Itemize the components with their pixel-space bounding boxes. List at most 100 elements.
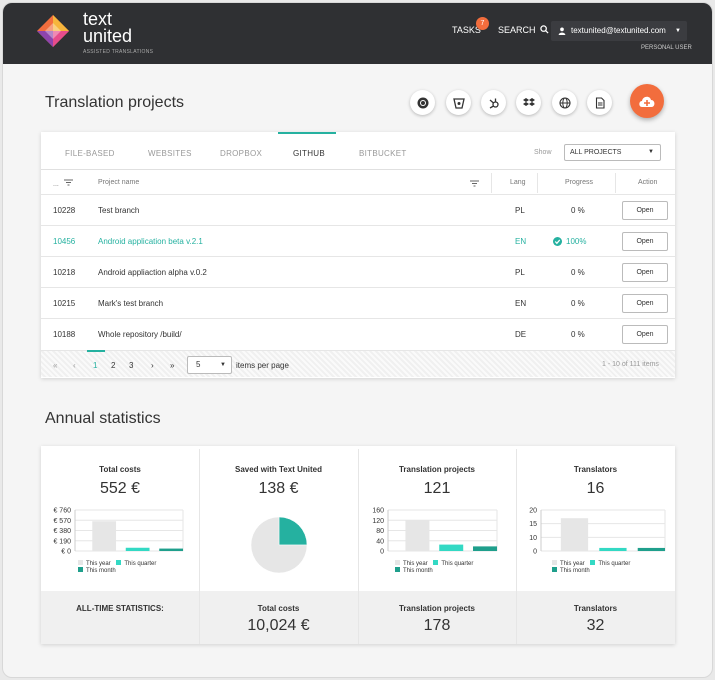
user-role: PERSONAL USER: [641, 45, 692, 51]
github-icon: [417, 97, 428, 108]
legend-swatch-month: [78, 567, 83, 572]
all-time-translators-value: 32: [586, 617, 605, 634]
row-id: 10228: [53, 206, 76, 215]
tab-bitbucket[interactable]: BITBUCKET: [359, 149, 407, 158]
open-button[interactable]: Open: [622, 294, 668, 313]
last-page-icon[interactable]: »: [170, 361, 175, 370]
pie-slice: [250, 516, 308, 574]
legend-this-year: This year: [86, 561, 111, 567]
column-divider: [615, 173, 616, 193]
legend-this-month: This month: [560, 568, 590, 574]
stat-value-translators: 16: [586, 480, 605, 497]
globe-icon: [558, 96, 571, 109]
bar-this-year: [405, 519, 430, 551]
bar-this-quarter: [439, 544, 464, 551]
tab-websites[interactable]: WEBSITES: [148, 149, 192, 158]
row-progress: 0 %: [571, 206, 585, 215]
y-tick-label: 0: [533, 549, 537, 556]
bitbucket-icon: [452, 97, 465, 109]
stat-value-saved: 138 €: [258, 480, 299, 497]
legend-this-quarter: This quarter: [441, 561, 474, 567]
legend-costs: This year This quarter This month: [78, 560, 156, 574]
tab-github[interactable]: GITHUB: [293, 149, 326, 158]
y-tick-label: 40: [376, 538, 384, 545]
bar-this-month: [159, 548, 183, 551]
column-divider: [537, 173, 538, 193]
search-icon: [540, 25, 549, 34]
hubspot-button[interactable]: [481, 90, 506, 115]
column-id-label: ...: [53, 181, 59, 188]
filter-icon[interactable]: [470, 180, 479, 187]
bar-this-month: [637, 547, 665, 551]
row-id: 10456: [53, 237, 76, 246]
github-button[interactable]: [410, 90, 435, 115]
row-lang: EN: [515, 237, 527, 246]
add-project-button[interactable]: [630, 84, 664, 118]
logo-line-1: text: [83, 9, 113, 29]
website-button[interactable]: [552, 90, 577, 115]
row-project-name[interactable]: Test branch: [98, 206, 140, 215]
y-tick-label: € 570: [53, 518, 71, 525]
bitbucket-button[interactable]: [446, 90, 471, 115]
column-lang-header[interactable]: Lang: [510, 179, 526, 186]
row-project-name[interactable]: Whole repository /build/: [98, 330, 182, 339]
column-divider: [358, 449, 359, 644]
open-button[interactable]: Open: [622, 263, 668, 282]
current-page-indicator: [87, 350, 105, 352]
document-icon: [595, 96, 605, 109]
open-button[interactable]: Open: [622, 201, 668, 220]
column-divider: [199, 449, 200, 644]
tasks-link[interactable]: TASKS: [452, 25, 481, 35]
legend-this-month: This month: [86, 568, 116, 574]
active-tab-indicator: [278, 132, 336, 134]
logo-icon[interactable]: [35, 13, 71, 49]
column-id-header[interactable]: ...: [53, 179, 73, 188]
page-2[interactable]: 2: [111, 361, 116, 370]
show-filter-select[interactable]: ALL PROJECTS ▼: [564, 144, 661, 161]
per-page-select[interactable]: 5 ▼: [187, 356, 232, 374]
first-page-icon[interactable]: «: [53, 361, 58, 370]
check-circle-icon: [553, 237, 562, 246]
pagination-range: 1 - 10 of 111 items: [602, 361, 659, 368]
page-3[interactable]: 3: [129, 361, 134, 370]
show-filter-value: ALL PROJECTS: [570, 149, 622, 156]
all-time-costs-value: 10,024 €: [247, 617, 310, 634]
open-button[interactable]: Open: [622, 232, 668, 251]
page-1[interactable]: 1: [93, 361, 98, 370]
row-project-name[interactable]: Android appliaction alpha v.0.2: [98, 268, 207, 277]
row-divider: [41, 256, 675, 257]
prev-page-icon[interactable]: ‹: [73, 361, 76, 370]
legend-swatch-year: [78, 560, 83, 565]
tab-file-based[interactable]: FILE-BASED: [65, 149, 115, 158]
y-tick-label: € 0: [61, 549, 71, 556]
row-lang: DE: [515, 330, 527, 339]
column-divider: [491, 173, 492, 193]
next-page-icon[interactable]: ›: [151, 361, 154, 370]
row-lang: PL: [515, 206, 525, 215]
stat-value-costs: 552 €: [99, 480, 141, 497]
column-progress-header[interactable]: Progress: [565, 179, 594, 186]
tab-dropbox[interactable]: DROPBOX: [220, 149, 263, 158]
user-email: textunited@textunited.com: [571, 26, 666, 35]
search-link[interactable]: SEARCH: [498, 25, 549, 35]
user-menu[interactable]: textunited@textunited.com ▼: [551, 21, 687, 41]
row-project-name[interactable]: Mark's test branch: [98, 299, 164, 308]
bar-this-month: [473, 546, 497, 551]
all-time-projects-title: Translation projects: [398, 604, 476, 613]
hubspot-icon: [489, 98, 499, 109]
stat-title-saved: Saved with Text United: [235, 465, 322, 474]
legend-swatch-quarter: [590, 560, 596, 565]
row-id: 10218: [53, 268, 76, 277]
row-project-name[interactable]: Android application beta v.2.1: [98, 237, 203, 246]
column-name-header[interactable]: Project name: [98, 179, 140, 186]
file-button[interactable]: [587, 90, 612, 115]
row-lang: PL: [515, 268, 525, 277]
legend-this-quarter: This quarter: [598, 561, 631, 567]
y-tick-label: 20: [529, 508, 537, 515]
dropbox-button[interactable]: [516, 90, 541, 115]
stat-value-projects: 121: [423, 480, 451, 497]
open-button[interactable]: Open: [622, 325, 668, 344]
cloud-upload-icon: [639, 96, 655, 107]
y-tick-label: 160: [372, 508, 384, 515]
chevron-down-icon: ▼: [648, 149, 654, 155]
